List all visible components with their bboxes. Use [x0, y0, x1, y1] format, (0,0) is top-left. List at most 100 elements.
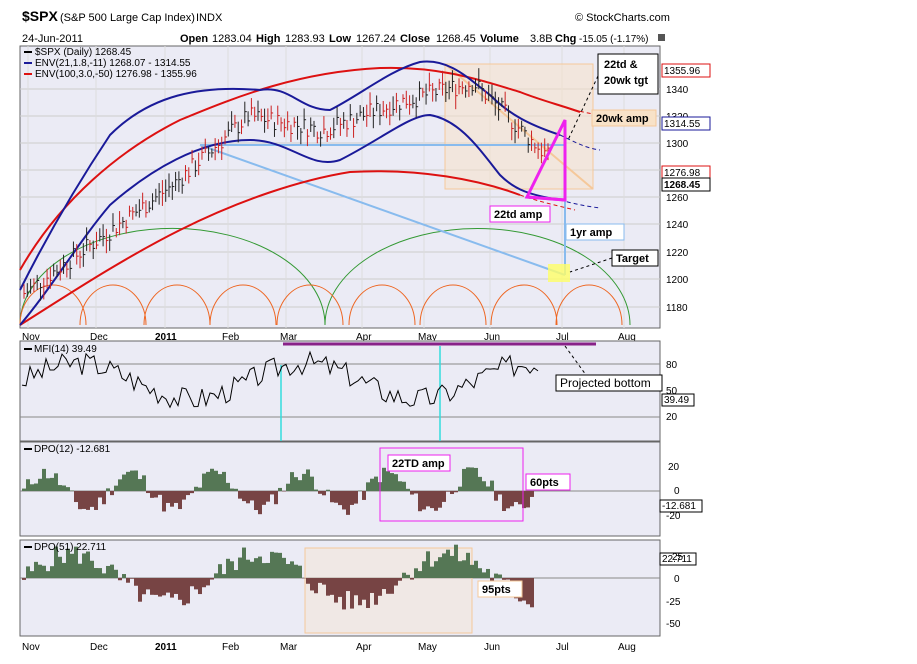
high-value: 1283.93 — [285, 33, 325, 45]
dpo51-tick-0: 0 — [674, 574, 680, 585]
dpo51-tick-neg50: -50 — [666, 619, 681, 630]
close-value: 1268.45 — [436, 33, 476, 45]
month-label: Apr — [356, 332, 372, 343]
chg-value: -15.05 (-1.17%) — [579, 34, 648, 45]
month-label: Aug — [618, 332, 636, 343]
dpo-bar-positive — [114, 485, 118, 491]
dpo-bar-positive — [214, 470, 218, 491]
cycle-22td-arc — [555, 284, 623, 326]
dpo-bar-negative — [370, 578, 374, 593]
dpo-bar-negative — [338, 578, 342, 597]
dpo-bar-positive — [42, 468, 46, 491]
dpo-bar-negative — [134, 578, 138, 586]
dpo-bar-positive — [474, 467, 478, 491]
dpo-bar-positive — [498, 574, 502, 578]
dpo-bar-positive — [246, 559, 250, 578]
dpo-bar-negative — [446, 491, 450, 492]
dpo-bar-negative — [198, 578, 202, 595]
dpo-bar-positive — [286, 483, 290, 491]
dpo-bar-negative — [246, 491, 250, 504]
dpo-bar-positive — [374, 476, 378, 491]
dpo-bar-negative — [170, 578, 174, 598]
open-value: 1283.04 — [212, 33, 252, 45]
dpo-bar-negative — [438, 491, 442, 508]
target-leader — [569, 257, 613, 273]
brand: © StockCharts.com — [575, 12, 670, 24]
dpo-bar-positive — [294, 477, 298, 491]
dpo-bar-negative — [330, 578, 334, 595]
volume-value: 3.8B — [530, 33, 553, 45]
scroll-right-icon[interactable] — [658, 34, 665, 41]
dpo-bar-negative — [78, 491, 82, 510]
tgt-label-2: 20wk tgt — [604, 75, 648, 87]
dpo-bar-positive — [402, 572, 406, 578]
dpo12-tick-0: 0 — [674, 486, 680, 497]
dpo-bar-negative — [250, 491, 254, 501]
dpo-bar-negative — [238, 491, 242, 499]
dpo-bar-positive — [418, 571, 422, 578]
dpo-bar-negative — [398, 578, 402, 581]
dpo12-amp-label-box — [387, 454, 451, 472]
dpo-bar-positive — [462, 560, 466, 578]
month-label: Dec — [90, 642, 108, 653]
dpo-bar-positive — [130, 470, 134, 491]
envelope-21-lower — [19, 113, 561, 326]
dpo-bar-positive — [126, 471, 130, 491]
dpo-bar-negative — [162, 491, 166, 512]
dpo-bar-positive — [106, 565, 110, 578]
open-label: Open — [180, 33, 208, 45]
dpo-bar-positive — [22, 488, 26, 491]
price-tick-label: 1340 — [666, 85, 689, 96]
dpo-bar-positive — [222, 574, 226, 578]
month-label: Mar — [280, 642, 298, 653]
dpo-bar-positive — [66, 548, 70, 578]
dpo-bar-negative — [22, 578, 26, 580]
dpo-bar-positive — [54, 473, 58, 491]
dpo-bar-negative — [182, 491, 186, 500]
badge-env100-lower-text: 1276.98 — [664, 168, 701, 179]
dpo-bar-positive — [234, 570, 238, 578]
dpo-bar-positive — [470, 564, 474, 578]
dpo-bar-positive — [234, 488, 238, 491]
dpo-bar-positive — [62, 562, 66, 578]
dpo-bar-positive — [486, 486, 490, 491]
dpo-bar-positive — [114, 569, 118, 578]
close-label: Close — [400, 33, 430, 45]
mfi-tick-50: 50 — [666, 386, 678, 397]
dpo-bar-negative — [422, 491, 426, 510]
price-tick-label: 1240 — [666, 220, 689, 231]
dpo-bar-positive — [230, 488, 234, 491]
dpo-bar-negative — [442, 491, 446, 502]
chg-label: Chg — [555, 33, 576, 45]
dpo-bar-positive — [406, 574, 410, 578]
dpo-bar-positive — [366, 482, 370, 491]
dpo-bar-negative — [430, 491, 434, 509]
dpo-bar-negative — [506, 578, 510, 580]
dpo-bar-positive — [458, 561, 462, 578]
envelope-100-lower — [19, 170, 521, 326]
dpo-bar-negative — [118, 578, 122, 581]
dpo-bar-negative — [102, 491, 106, 505]
price-tick-label: 1260 — [666, 193, 689, 204]
dpo-bar-negative — [274, 491, 278, 505]
dpo51-title: DPO(51) 22.711 — [34, 542, 107, 553]
dpo12-badge — [659, 499, 703, 513]
dpo-bar-negative — [330, 491, 334, 503]
dpo-bar-positive — [298, 565, 302, 578]
projection-line — [444, 63, 594, 190]
dpo-bar-negative — [210, 578, 214, 580]
dpo-bar-positive — [98, 568, 102, 578]
dpo51-badge-text: 22.711 — [662, 554, 692, 565]
cycle-22td-arc — [276, 284, 344, 326]
dpo-bar-negative — [354, 491, 358, 504]
price-tick-label: 1220 — [666, 248, 689, 259]
dpo-bar-positive — [454, 544, 458, 578]
dpo-bar-positive — [266, 562, 270, 578]
pts95-label: 95pts — [482, 584, 511, 596]
dpo-bar-negative — [186, 578, 190, 604]
dpo-bar-positive — [42, 565, 46, 578]
dpo-bar-negative — [334, 491, 338, 503]
dpo-bar-negative — [334, 578, 338, 603]
envelope-100-lower-proj — [519, 194, 576, 211]
dpo-bar-positive — [222, 471, 226, 491]
